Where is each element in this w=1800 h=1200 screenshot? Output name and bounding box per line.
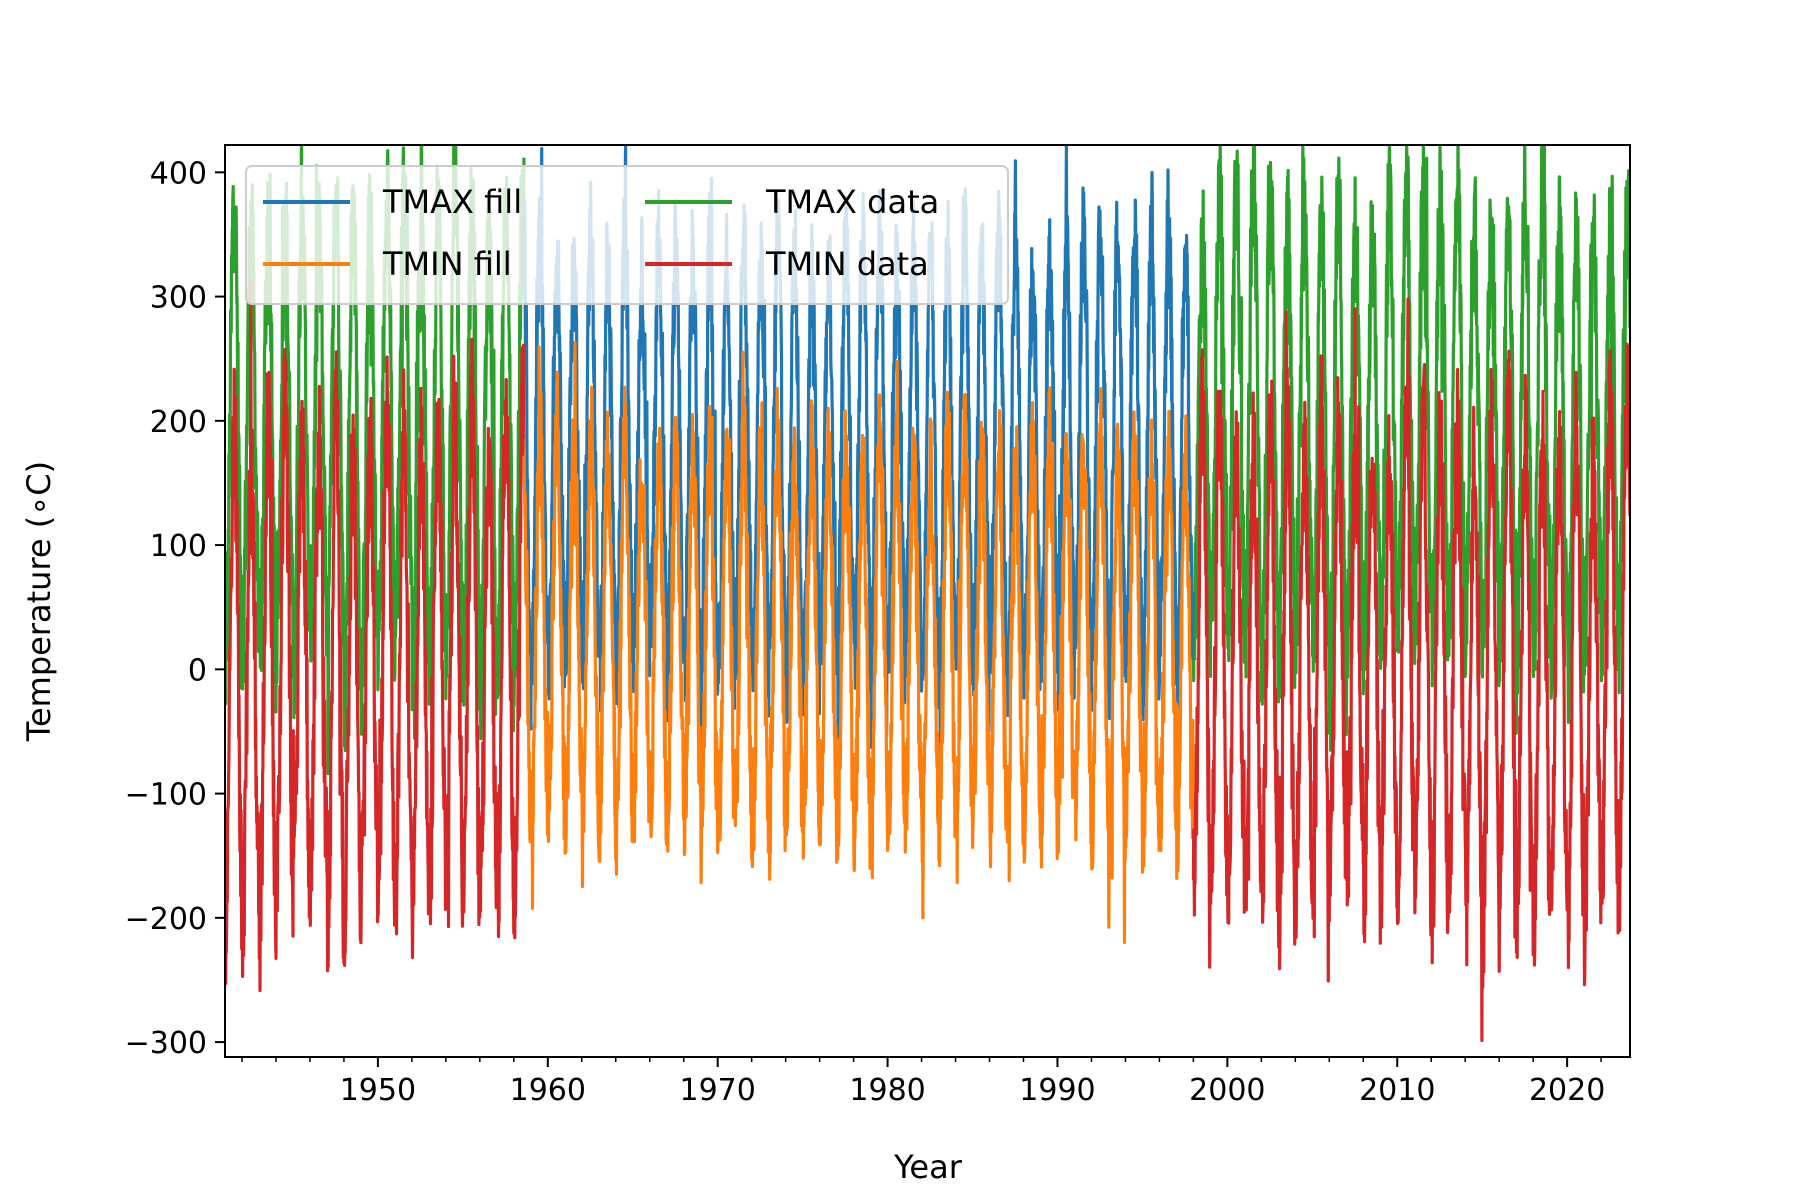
series-tmin-fill-line — [522, 340, 1195, 944]
x-tick-label: 1950 — [340, 1073, 416, 1108]
x-tick-label: 2010 — [1359, 1073, 1435, 1108]
y-tick-label: 200 — [150, 405, 207, 440]
y-tick-label: 300 — [150, 281, 207, 316]
legend-label-tmin-data: TMIN data — [765, 245, 929, 283]
plot-frame — [224, 144, 1631, 1058]
x-tick-label: 2000 — [1189, 1073, 1265, 1108]
y-axis-label: Temperature (∘C) — [20, 461, 58, 742]
y-axis: 400 300 200 100 0 −100 −200 −300 — [125, 156, 225, 1061]
x-tick-label: 1970 — [680, 1073, 756, 1108]
x-tick-label: 1980 — [849, 1073, 925, 1108]
y-tick-label: −200 — [125, 902, 207, 937]
series-layer — [225, 145, 1630, 1043]
legend-label-tmin-fill: TMIN fill — [382, 245, 512, 283]
y-tick-label: 0 — [188, 653, 207, 688]
legend: TMAX fill TMIN fill TMAX data TMIN data — [245, 165, 1009, 305]
y-tick-label: −100 — [125, 778, 207, 813]
series-tmax-fill-line — [522, 145, 1195, 788]
x-axis-label: Year — [893, 1148, 963, 1186]
legend-label-tmax-fill: TMAX fill — [382, 183, 522, 221]
y-tick-label: 400 — [150, 156, 207, 191]
y-tick-label: 100 — [150, 529, 207, 564]
x-tick-label: 2020 — [1529, 1073, 1605, 1108]
series-tmax-data-line-2 — [1191, 145, 1630, 752]
series-tmin-data-line-1 — [225, 278, 526, 993]
x-axis: 1950 1960 1970 1980 1990 2000 2010 2020 — [241, 1057, 1605, 1108]
y-tick-label: −300 — [125, 1026, 207, 1061]
series-tmin-data-line-2 — [1191, 297, 1630, 1043]
legend-label-tmax-data: TMAX data — [765, 183, 939, 221]
series-tmax-data-line-1 — [225, 145, 526, 776]
legend-box — [245, 165, 1009, 305]
x-tick-label: 1990 — [1019, 1073, 1095, 1108]
x-tick-label: 1960 — [510, 1073, 586, 1108]
